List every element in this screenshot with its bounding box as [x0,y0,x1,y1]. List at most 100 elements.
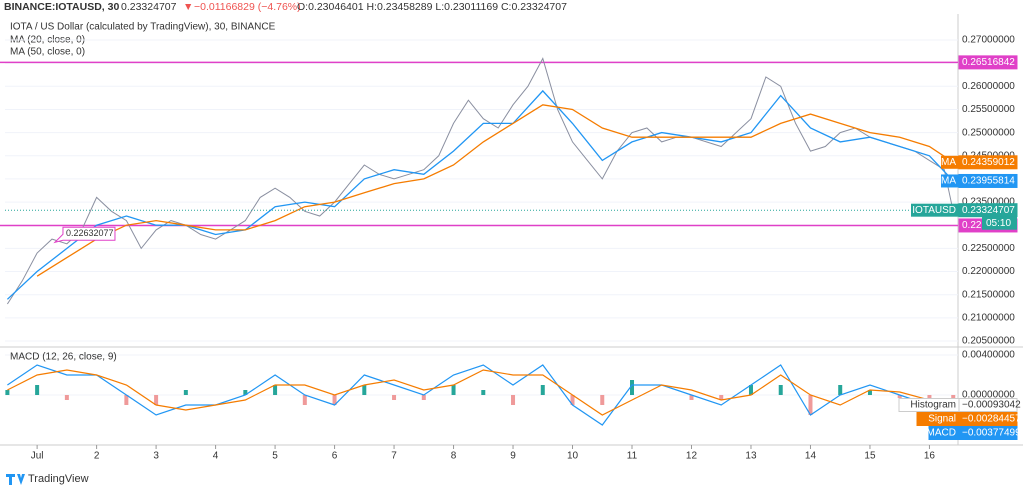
y-tick-label: 0.00000000 [962,390,1015,401]
badge-value: −0.00093042 [962,400,1021,411]
histogram-bar [302,395,307,405]
badge-value: 0.24359012 [962,157,1015,168]
histogram-bar [243,390,248,395]
badge-name: Histogram [910,400,956,411]
legend-ma50: MA (50, close, 0) [10,47,85,58]
histogram-bar [867,390,872,395]
x-tick-label: 10 [567,451,579,462]
y-tick-label: 0.21500000 [962,289,1015,300]
y-tick-label: 0.23500000 [962,197,1015,208]
badge-name: IOTAUSD [912,205,956,216]
x-tick-label: 16 [924,451,936,462]
histogram-bar [808,395,813,415]
badge-value-bg [958,426,1018,440]
badge-value: −0.00284457 [962,414,1021,425]
histogram-bar [689,395,694,400]
badge-value: −0.00377499 [962,428,1021,439]
histogram-bar [421,395,426,400]
histogram-bar [927,395,932,400]
histogram-bar [570,395,575,405]
x-tick-label: 6 [332,451,338,462]
histogram-bar [600,395,605,405]
histogram-bar [778,385,783,395]
histogram-bar [748,385,753,395]
y-tick-label: 0.27000000 [962,35,1015,46]
y-tick-label: 0.22500000 [962,243,1015,254]
histogram-bar [154,395,159,405]
badge-name-bg [941,174,959,188]
macd-title: MACD (12, 26, close, 9) [10,352,117,363]
y-tick-label: 0.00400000 [962,350,1015,361]
badge-value-bg [958,173,1018,188]
histogram-bar [5,390,10,395]
badge-value-bg [958,398,1018,412]
histogram-bar [64,395,69,400]
macd-line [7,364,954,434]
logo-icon [6,474,25,485]
badge-name: MA [941,176,956,187]
x-tick-label: 13 [745,451,757,462]
histogram-bar [273,385,278,395]
x-tick-label: 11 [627,451,638,462]
badge-value: 0.23324707 [962,205,1015,216]
x-tick-label: 9 [510,451,516,462]
badge-name: MA [941,157,956,168]
y-tick-label: 0.25000000 [962,127,1015,138]
badge-time-bg [982,216,1017,230]
x-tick-label: 7 [391,451,397,462]
legend-main: IOTA / US Dollar (calculated by TradingV… [10,22,276,33]
histogram-bar [481,390,486,395]
hline-label-bg [958,55,1018,70]
x-tick-label: 3 [153,451,159,462]
x-tick-label: 14 [805,451,817,462]
histogram-bar [392,395,397,400]
histogram-bar [719,395,724,400]
moving-average [36,104,954,277]
down-arrow: ▼ [183,1,193,13]
x-tick-label: 4 [213,451,219,462]
histogram-bar [630,380,635,395]
badge-name-bg [911,203,959,217]
histogram-bar [897,395,902,398]
badge-value: 0.23955814 [962,176,1015,187]
histogram-bar [838,385,843,395]
y-tick-label: 0.25500000 [962,104,1015,115]
callout-box [53,226,116,244]
ohlc: O:0.23046401 H:0.23458289 L:0.23011169 C… [297,1,567,13]
x-tick-label: 5 [272,451,278,462]
x-tick-label: 12 [686,451,698,462]
y-tick-label: 0.22000000 [962,266,1015,277]
x-tick-label: 8 [451,451,457,462]
y-tick-label: 0.20500000 [962,336,1015,347]
badge-name: MACD [927,428,956,439]
x-tick-label: 15 [864,451,876,462]
symbol: BINANCE:IOTAUSD, 30 [4,1,119,13]
badge-value-bg [958,155,1018,170]
histogram-bar [511,395,516,405]
y-tick-label: 0.26000000 [962,81,1015,92]
histogram-bar [540,385,545,395]
histogram-bar [35,385,40,395]
hline-label: 0.26516842 [962,57,1015,68]
histogram-bar [332,395,337,405]
histogram-bar [451,385,456,395]
badge-value-bg [958,412,1018,426]
price-line [6,57,954,305]
macd-line [7,369,954,424]
histogram-bar [362,385,367,395]
badge-name-bg [941,155,959,169]
histogram-bar [183,390,188,395]
y-tick-label: 0.21000000 [962,312,1015,323]
change: −0.01166829 (−4.76%) [194,1,301,13]
callout-label: 0.22632077 [66,228,114,238]
x-tick-label: 2 [94,451,100,462]
badge-name: Signal [928,414,956,425]
histogram-bar [124,395,129,405]
brand-logo[interactable]: TradingView [6,473,89,485]
x-tick-label: Jul [31,451,44,462]
brand-name: TradingView [28,473,89,485]
badge-time: 05:10 [986,218,1011,229]
last-price: 0.23324707 [121,1,177,13]
